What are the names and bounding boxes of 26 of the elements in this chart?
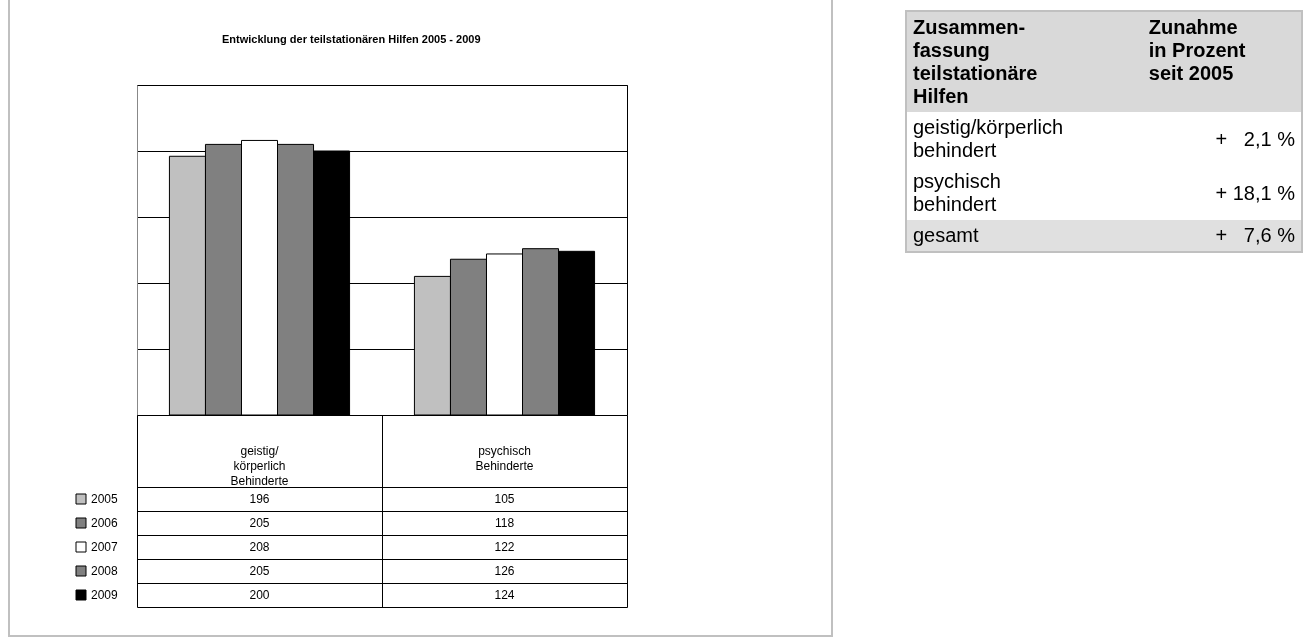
text: + 7,6 % <box>1142 220 1302 252</box>
text: geistig/körperlich behindert <box>912 115 1065 163</box>
legend-label: 2006 <box>91 516 119 530</box>
data-label: 205 <box>249 564 270 578</box>
data-label: 200 <box>249 588 270 602</box>
data-label: 105 <box>494 492 515 506</box>
text: gesamt <box>906 220 1143 252</box>
text: + 2,1 % <box>1214 126 1296 152</box>
legend-label: 2008 <box>91 564 119 578</box>
legend-label: 2009 <box>91 588 119 602</box>
data-label: 126 <box>494 564 515 578</box>
text: Zunahme in Prozent seit 2005 <box>1142 11 1302 112</box>
chart-title: Entwicklung der teilstationären Hilfen 2005 - 2009 <box>221 32 481 45</box>
text: psychisch behindert <box>912 169 1002 217</box>
text: + 18,1 % <box>1214 180 1296 206</box>
text: Zusammen- fassung teilstationäre Hilfen <box>906 11 1143 112</box>
data-label: 118 <box>494 516 515 530</box>
data-label: 196 <box>249 492 270 506</box>
category-label: geistig/ körperlich Behinderte <box>230 444 289 488</box>
data-label: 208 <box>249 540 270 554</box>
data-label: 205 <box>249 516 270 530</box>
data-label: 124 <box>494 588 515 602</box>
category-label: psychisch Behinderte <box>475 444 534 473</box>
legend-label: 2007 <box>91 540 119 554</box>
data-label: 122 <box>494 540 515 554</box>
legend-label: 2005 <box>91 492 119 506</box>
